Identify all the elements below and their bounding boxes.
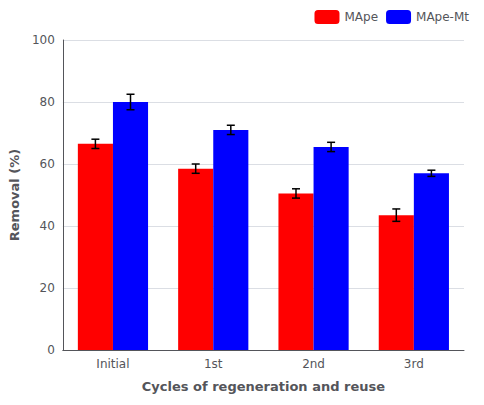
svg-text:Initial: Initial <box>96 357 129 371</box>
svg-text:80: 80 <box>40 95 55 109</box>
svg-text:1st: 1st <box>204 357 223 371</box>
svg-text:0: 0 <box>47 343 55 357</box>
svg-text:20: 20 <box>40 281 55 295</box>
svg-text:MApe-Mt: MApe-Mt <box>416 10 469 24</box>
svg-text:3rd: 3rd <box>404 357 424 371</box>
svg-text:2nd: 2nd <box>302 357 325 371</box>
svg-text:100: 100 <box>32 33 55 47</box>
svg-text:40: 40 <box>40 219 55 233</box>
svg-text:MApe: MApe <box>344 10 378 24</box>
svg-text:60: 60 <box>40 157 55 171</box>
svg-text:Cycles of regeneration and reu: Cycles of regeneration and reuse <box>142 379 385 394</box>
svg-text:Removal (%): Removal (%) <box>7 149 22 241</box>
